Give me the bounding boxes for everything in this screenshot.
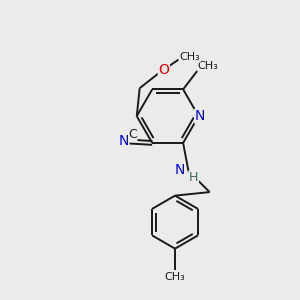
Text: CH₃: CH₃ bbox=[197, 61, 218, 71]
Text: CH₃: CH₃ bbox=[179, 52, 200, 62]
Text: O: O bbox=[158, 64, 169, 77]
Text: H: H bbox=[189, 171, 198, 184]
Text: C: C bbox=[128, 128, 137, 142]
Text: N: N bbox=[195, 109, 205, 123]
Text: N: N bbox=[175, 163, 185, 177]
Text: CH₃: CH₃ bbox=[165, 272, 185, 282]
Text: N: N bbox=[118, 134, 129, 148]
